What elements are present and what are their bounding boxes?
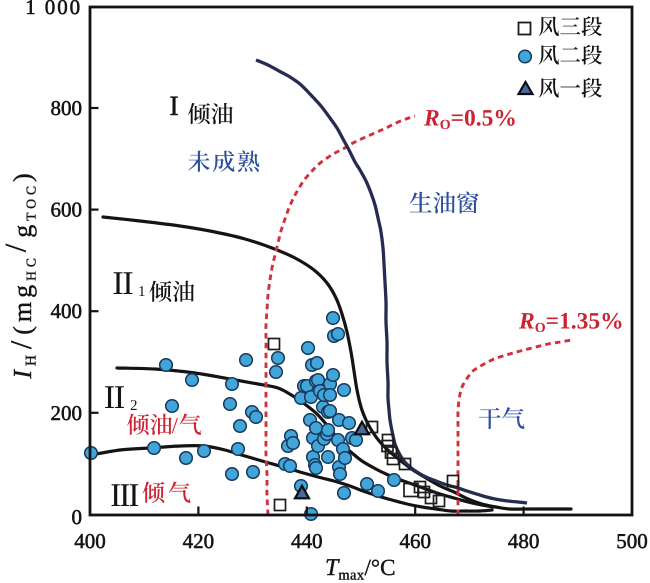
svg-text:2: 2 [130, 398, 138, 414]
svg-text:480: 480 [508, 529, 540, 553]
svg-text:IH/(mgHC/gTOC): IH/(mgHC/gTOC) [0, 169, 40, 379]
svg-text:RO=1.35%: RO=1.35% [518, 309, 624, 337]
svg-text:Tmax/°C: Tmax/°C [325, 555, 395, 583]
svg-text:I: I [169, 91, 178, 122]
svg-text:200: 200 [51, 401, 83, 425]
svg-text:400: 400 [51, 299, 83, 323]
svg-text:400: 400 [74, 529, 106, 553]
svg-text:460: 460 [399, 529, 431, 553]
svg-text:800: 800 [51, 96, 83, 120]
svg-text:600: 600 [51, 198, 83, 222]
svg-text:RO=0.5%: RO=0.5% [423, 106, 517, 134]
svg-text:1: 1 [138, 284, 146, 300]
svg-text:/: / [172, 413, 179, 438]
svg-text:440: 440 [291, 529, 323, 553]
svg-text:0: 0 [72, 505, 83, 529]
svg-text:1 000: 1 000 [25, 0, 82, 19]
svg-text:500: 500 [616, 529, 648, 553]
svg-text:420: 420 [183, 529, 215, 553]
